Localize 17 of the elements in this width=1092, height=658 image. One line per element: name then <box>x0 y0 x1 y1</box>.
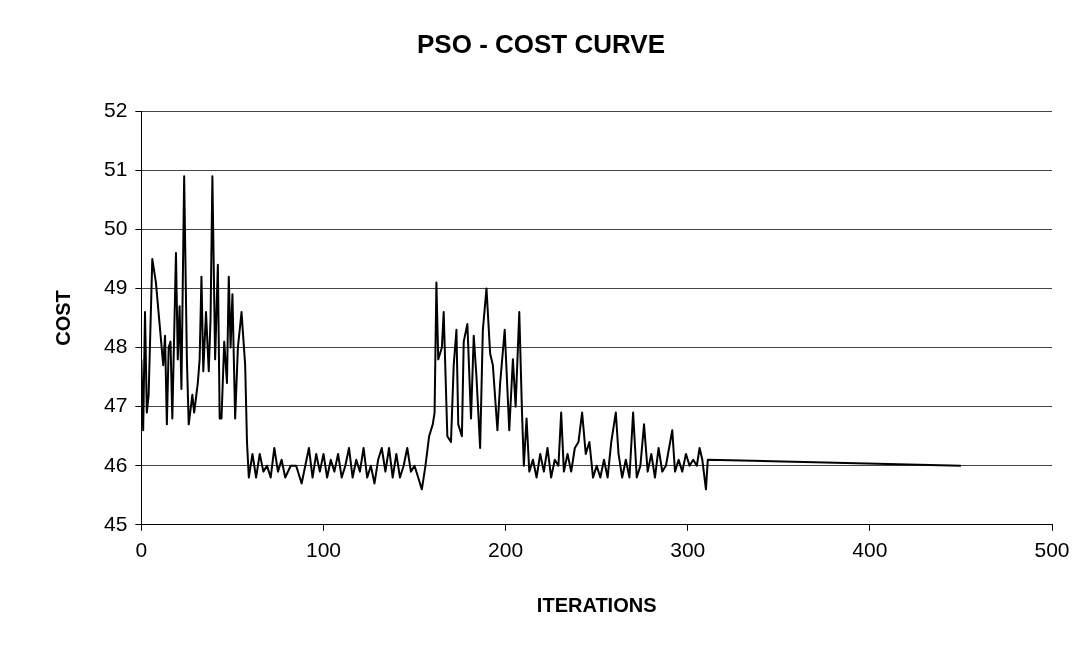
y-tick-label: 47 <box>104 393 128 417</box>
y-tick-label: 45 <box>104 511 128 535</box>
y-axis-title: COST <box>51 290 74 346</box>
y-tick-label: 46 <box>104 452 128 476</box>
y-tick-label: 50 <box>104 216 128 240</box>
x-tick-label: 200 <box>488 538 524 562</box>
x-tick-label: 400 <box>852 538 888 562</box>
x-tick-label: 100 <box>305 538 342 562</box>
x-tick-label: 0 <box>135 538 148 562</box>
chart-title: PSO - COST CURVE <box>416 28 666 59</box>
x-axis-title: ITERATIONS <box>536 593 657 616</box>
y-tick-label: 52 <box>104 98 128 121</box>
x-tick-label: 500 <box>1034 538 1070 562</box>
y-tick-label: 51 <box>104 157 128 181</box>
y-tick-label: 49 <box>104 275 128 299</box>
y-tick-label: 48 <box>104 334 128 358</box>
x-tick-label: 300 <box>670 538 706 562</box>
